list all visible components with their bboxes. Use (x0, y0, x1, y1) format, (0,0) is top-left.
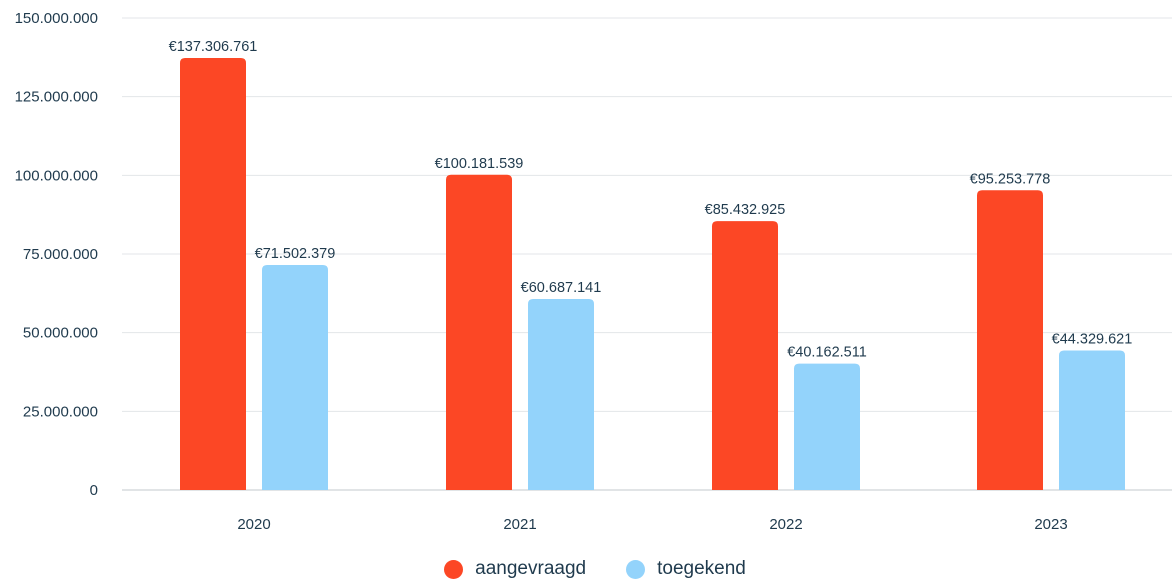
x-tick-label: 2021 (503, 516, 536, 533)
data-label-toegekend-2020: €71.502.379 (255, 246, 336, 262)
data-label-toegekend-2022: €40.162.511 (787, 345, 867, 361)
bar-toegekend-2023[interactable] (1059, 350, 1125, 490)
x-tick-label: 2020 (237, 516, 270, 533)
bar-aangevraagd-2021[interactable] (446, 174, 512, 490)
legend-item-toegekend[interactable]: toegekend (626, 558, 746, 580)
y-tick-label: 125.000.000 (15, 89, 98, 106)
bar-chart: 0 25.000.000 50.000.000 75.000.000 100.000.0… (15, 10, 1172, 533)
y-tick-label: 150.000.000 (15, 10, 98, 27)
data-label-aangevraagd-2021: €100.181.539 (435, 156, 524, 172)
data-label-aangevraagd-2022: €85.432.925 (705, 202, 786, 218)
data-label-aangevraagd-2020: €137.306.761 (169, 39, 258, 55)
bar-aangevraagd-2020[interactable] (180, 57, 246, 490)
legend-swatch-aangevraagd (444, 559, 464, 579)
bar-toegekend-2020[interactable] (262, 265, 328, 490)
y-tick-label: 25.000.000 (23, 403, 98, 420)
y-tick-label: 50.000.000 (23, 325, 98, 342)
legend-label-aangevraagd: aangevraagd (475, 558, 587, 579)
bar-aangevraagd-2022[interactable] (712, 221, 778, 490)
data-label-aangevraagd-2023: €95.253.778 (970, 171, 1051, 187)
x-tick-label: 2022 (769, 516, 802, 533)
legend: aangevraagd toegekend (0, 556, 1172, 582)
legend-label-toegekend: toegekend (657, 558, 746, 579)
bar-toegekend-2021[interactable] (528, 299, 594, 490)
x-tick-label: 2023 (1034, 516, 1067, 533)
legend-item-aangevraagd[interactable]: aangevraagd (444, 558, 586, 580)
bar-toegekend-2022[interactable] (794, 363, 860, 490)
y-tick-label: 75.000.000 (23, 246, 98, 263)
legend-swatch-toegekend (626, 559, 646, 579)
data-label-toegekend-2023: €44.329.621 (1052, 332, 1133, 348)
data-label-toegekend-2021: €60.687.141 (521, 280, 602, 296)
y-tick-label: 0 (90, 482, 98, 499)
bar-aangevraagd-2023[interactable] (977, 190, 1043, 490)
y-tick-label: 100.000.000 (15, 167, 98, 184)
